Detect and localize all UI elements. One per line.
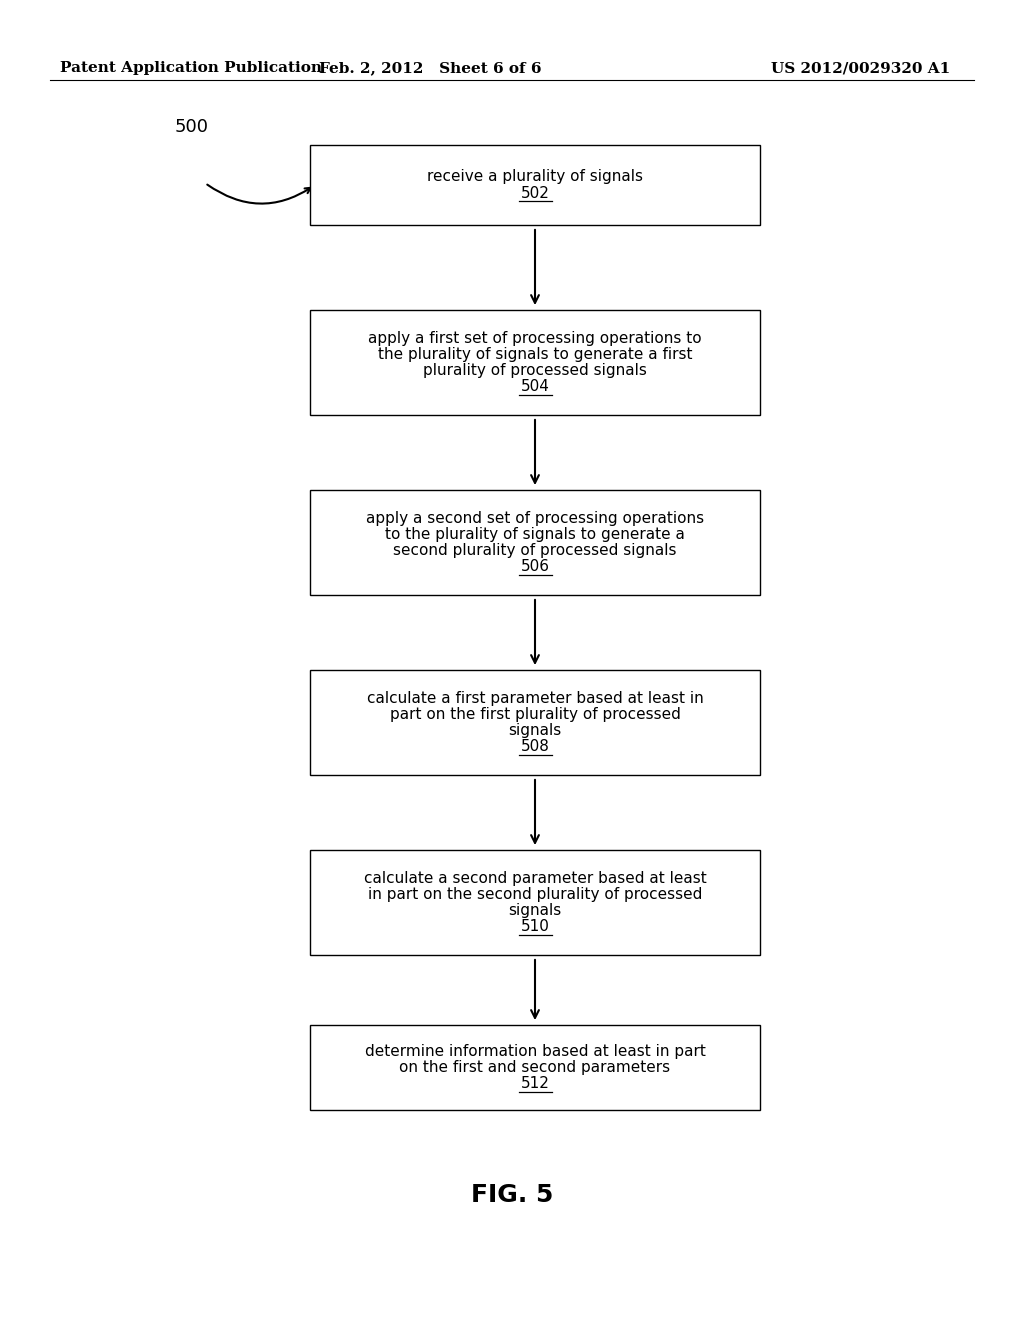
Text: US 2012/0029320 A1: US 2012/0029320 A1 — [770, 61, 950, 75]
Text: apply a first set of processing operations to: apply a first set of processing operatio… — [369, 331, 701, 346]
Text: FIG. 5: FIG. 5 — [471, 1183, 553, 1206]
Bar — [310, 490, 760, 595]
Text: second plurality of processed signals: second plurality of processed signals — [393, 543, 677, 558]
Text: 504: 504 — [520, 379, 550, 393]
Text: calculate a second parameter based at least: calculate a second parameter based at le… — [364, 871, 707, 886]
Bar — [310, 310, 760, 414]
Text: in part on the second plurality of processed: in part on the second plurality of proce… — [368, 887, 702, 902]
Text: calculate a first parameter based at least in: calculate a first parameter based at lea… — [367, 690, 703, 706]
Bar — [310, 850, 760, 954]
Bar — [310, 145, 760, 224]
Text: signals: signals — [508, 903, 561, 917]
Text: plurality of processed signals: plurality of processed signals — [423, 363, 647, 378]
Text: receive a plurality of signals: receive a plurality of signals — [427, 169, 643, 185]
Text: 500: 500 — [175, 117, 209, 136]
Text: 510: 510 — [520, 919, 550, 935]
Text: on the first and second parameters: on the first and second parameters — [399, 1060, 671, 1074]
Text: determine information based at least in part: determine information based at least in … — [365, 1044, 706, 1059]
Bar — [310, 671, 760, 775]
Text: 506: 506 — [520, 558, 550, 574]
Text: 508: 508 — [520, 739, 550, 754]
Text: 502: 502 — [520, 186, 550, 201]
Text: the plurality of signals to generate a first: the plurality of signals to generate a f… — [378, 347, 692, 362]
Text: 512: 512 — [520, 1076, 550, 1092]
Text: apply a second set of processing operations: apply a second set of processing operati… — [366, 511, 705, 525]
Text: signals: signals — [508, 723, 561, 738]
Text: to the plurality of signals to generate a: to the plurality of signals to generate … — [385, 527, 685, 543]
Bar — [310, 1026, 760, 1110]
Text: Feb. 2, 2012   Sheet 6 of 6: Feb. 2, 2012 Sheet 6 of 6 — [318, 61, 542, 75]
Text: part on the first plurality of processed: part on the first plurality of processed — [389, 708, 680, 722]
Text: Patent Application Publication: Patent Application Publication — [60, 61, 322, 75]
